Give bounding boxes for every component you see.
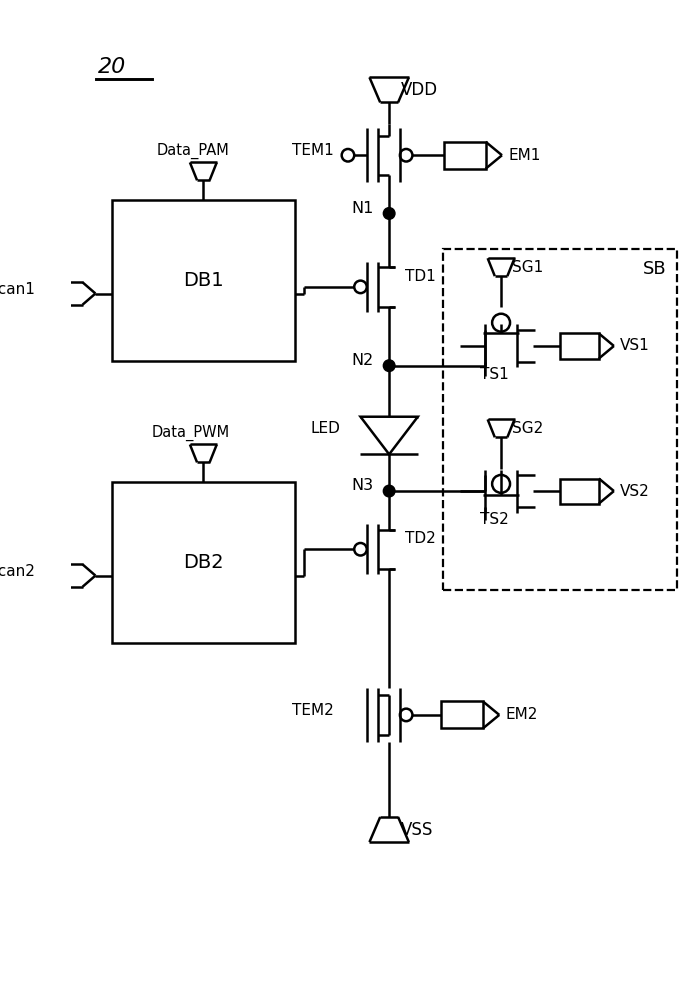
Text: Scan1: Scan1: [0, 282, 35, 297]
Bar: [112, 200, 295, 361]
Text: Data_PAM: Data_PAM: [157, 143, 229, 159]
Text: TS1: TS1: [480, 367, 509, 382]
Text: VS1: VS1: [620, 338, 650, 353]
Text: TEM2: TEM2: [293, 703, 334, 718]
Text: N3: N3: [352, 478, 374, 493]
Bar: [444, 142, 486, 169]
Text: SG1: SG1: [512, 260, 543, 275]
Text: VDD: VDD: [401, 81, 438, 99]
Text: TS2: TS2: [480, 512, 509, 527]
Text: DB1: DB1: [183, 271, 224, 290]
Text: N2: N2: [352, 353, 374, 368]
Text: TD1: TD1: [405, 269, 436, 284]
Text: EM2: EM2: [505, 707, 538, 722]
Bar: [443, 249, 678, 590]
Text: Data_PWM: Data_PWM: [152, 425, 229, 441]
Text: TEM1: TEM1: [293, 143, 334, 158]
Bar: [560, 479, 599, 504]
Bar: [441, 701, 483, 728]
Text: VS2: VS2: [620, 484, 650, 499]
Bar: [112, 482, 295, 643]
Circle shape: [384, 208, 395, 219]
Text: EM1: EM1: [508, 148, 541, 163]
Circle shape: [384, 360, 395, 372]
Text: TD2: TD2: [405, 531, 436, 546]
Text: VSS: VSS: [401, 821, 433, 839]
Polygon shape: [361, 417, 418, 454]
Text: Scan2: Scan2: [0, 564, 35, 579]
Text: DB2: DB2: [183, 553, 224, 572]
Circle shape: [384, 485, 395, 497]
Text: SB: SB: [643, 260, 667, 278]
Text: N1: N1: [352, 201, 374, 216]
Bar: [560, 333, 599, 359]
Text: 20: 20: [98, 57, 126, 77]
Text: LED: LED: [311, 421, 341, 436]
Text: SG2: SG2: [512, 421, 543, 436]
